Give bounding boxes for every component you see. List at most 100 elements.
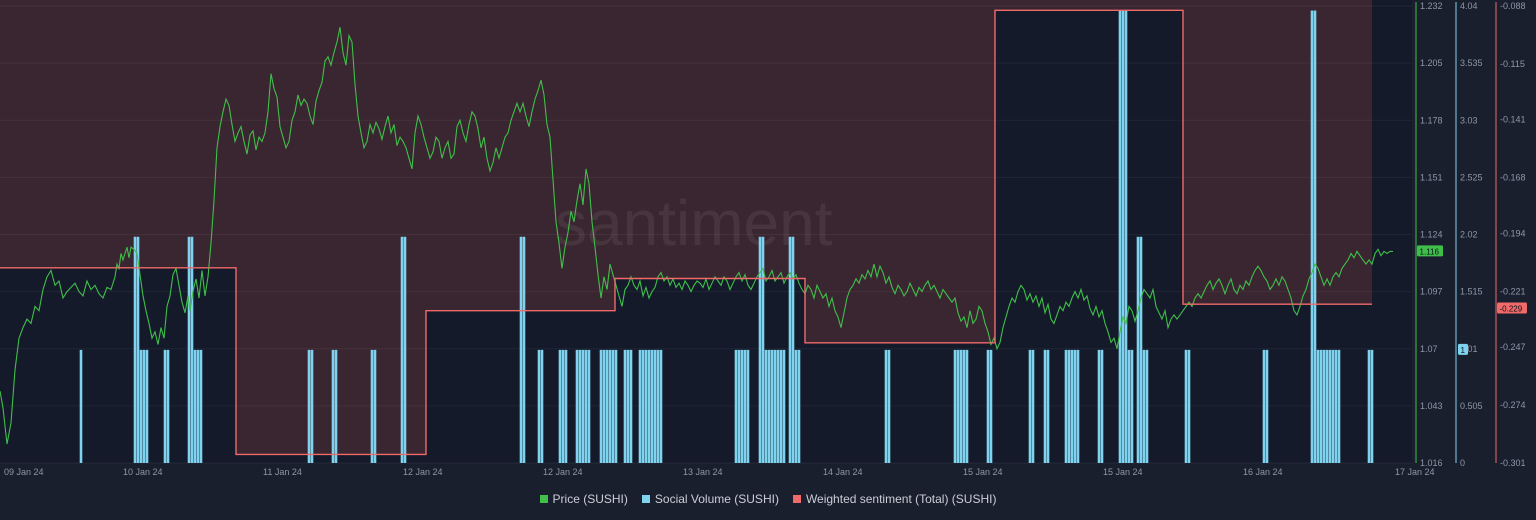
social-volume-bar-13	[307, 349, 311, 463]
legend-item-sentiment[interactable]: Weighted sentiment (Total) (SUSHI)	[792, 492, 996, 506]
social-volume-bar-18	[373, 349, 377, 463]
social-volume-bar-57	[764, 349, 768, 463]
sentiment-tick-label: -0.301	[1500, 458, 1526, 468]
social-volume-bar-10	[193, 349, 197, 463]
legend-item-social-volume[interactable]: Social Volume (SUSHI)	[641, 492, 779, 506]
social-volume-bar-69	[887, 349, 891, 463]
social-volume-bar-100	[1265, 349, 1269, 463]
social-volume-bar-90	[1124, 10, 1128, 464]
price-badge	[1417, 245, 1443, 257]
social-volume-bar-6	[163, 349, 167, 463]
x-tick-label: 15 Jan 24	[1103, 467, 1143, 477]
social-volume-bar-102	[1313, 10, 1317, 464]
social-volume-bar-51	[737, 349, 741, 463]
social-volume-bar-109	[1334, 349, 1338, 463]
legend: Price (SUSHI) Social Volume (SUSHI) Weig…	[0, 492, 1536, 506]
social-volume-bar-76	[989, 349, 993, 463]
social-volume-bar-68	[884, 349, 888, 463]
social-volume-bar-66	[794, 349, 798, 463]
social-volume-bar-40	[626, 349, 630, 463]
social-volume-bar-23	[537, 349, 541, 463]
x-tick-label: 12 Jan 24	[543, 467, 583, 477]
social-volume-bar-63	[782, 349, 786, 463]
social-volume-badge	[1458, 343, 1468, 355]
price-tick-label: 1.205	[1420, 58, 1443, 68]
x-tick-label: 10 Jan 24	[123, 467, 163, 477]
social-volume-bar-55	[758, 236, 762, 463]
social-volume-tick-label: 4.04	[1460, 1, 1478, 11]
social-volume-bars	[79, 10, 1374, 464]
sentiment-zones	[0, 0, 1372, 455]
social-volume-bar-27	[564, 349, 568, 463]
social-volume-bar-104	[1319, 349, 1323, 463]
legend-item-price[interactable]: Price (SUSHI)	[539, 492, 628, 506]
social-volume-bar-9	[190, 236, 194, 463]
social-volume-bar-101	[1310, 10, 1314, 464]
sentiment-tick-label: -0.221	[1500, 286, 1526, 296]
social-volume-bar-21	[519, 236, 523, 463]
current-value-badges: 1.116 1 -0.229	[1417, 245, 1527, 355]
sentiment-tick-label: -0.115	[1500, 59, 1525, 69]
social-volume-bar-14	[310, 349, 314, 463]
sentiment-zone-3	[615, 0, 805, 279]
social-volume-tick-label: 2.525	[1460, 172, 1483, 182]
social-volume-bar-36	[608, 349, 612, 463]
social-volume-bar-93	[1136, 236, 1140, 463]
social-volume-bar-79	[1043, 349, 1047, 463]
sentiment-tick-label: -0.274	[1500, 400, 1526, 410]
social-volume-bar-44	[644, 349, 648, 463]
social-volume-bar-108	[1331, 349, 1335, 463]
legend-swatch-sentiment	[792, 495, 801, 503]
x-tick-label: 09 Jan 24	[4, 467, 44, 477]
sentiment-badge-text: -0.229	[1500, 305, 1523, 314]
social-volume-bar-92	[1130, 349, 1134, 463]
social-volume-bar-42	[638, 349, 642, 463]
social-volume-bar-47	[653, 349, 657, 463]
social-volume-bar-35	[605, 349, 609, 463]
social-volume-bar-110	[1337, 349, 1341, 463]
sentiment-tick-label: -0.141	[1500, 115, 1526, 125]
social-volume-bar-61	[776, 349, 780, 463]
social-volume-bar-7	[166, 349, 170, 463]
social-volume-bar-77	[1028, 349, 1032, 463]
social-volume-bar-1	[133, 236, 137, 463]
social-volume-bar-111	[1367, 349, 1371, 463]
social-volume-bar-5	[145, 349, 149, 463]
y-axes: 1.232 1.205 1.178 1.151 1.124 1.097 1.07 1.043 1…	[1415, 1, 1526, 468]
social-volume-bar-98	[1187, 349, 1191, 463]
legend-label-social-volume: Social Volume (SUSHI)	[654, 492, 779, 506]
sentiment-tick-label: -0.088	[1500, 1, 1526, 11]
price-tick-label: 1.124	[1420, 230, 1443, 240]
sentiment-zone-6	[1183, 0, 1372, 305]
social-volume-bar-82	[1067, 349, 1071, 463]
social-volume-bar-85	[1076, 349, 1080, 463]
social-volume-bar-81	[1064, 349, 1068, 463]
social-volume-bar-56	[761, 236, 765, 463]
social-volume-bar-26	[561, 349, 565, 463]
social-volume-bar-19	[400, 236, 404, 463]
social-volume-bar-48	[656, 349, 660, 463]
social-volume-bar-16	[334, 349, 338, 463]
social-volume-bar-39	[623, 349, 627, 463]
social-volume-bar-43	[641, 349, 645, 463]
social-volume-bar-41	[629, 349, 633, 463]
social-volume-tick-label: 3.03	[1460, 115, 1478, 125]
social-volume-bar-67	[797, 349, 801, 463]
price-badge-text: 1.116	[1420, 247, 1440, 256]
sentiment-tick-label: -0.194	[1500, 228, 1526, 238]
social-volume-tick-label: 0.505	[1460, 401, 1483, 411]
social-volume-bar-96	[1145, 349, 1149, 463]
x-tick-label: 12 Jan 24	[403, 467, 443, 477]
social-volume-bar-87	[1100, 349, 1104, 463]
social-volume-bar-103	[1316, 349, 1320, 463]
social-volume-tick-label: 1.01	[1460, 344, 1478, 354]
social-volume-bar-80	[1046, 349, 1050, 463]
social-volume-bar-94	[1139, 236, 1143, 463]
price-tick-label: 1.043	[1420, 401, 1443, 411]
social-volume-bar-70	[953, 349, 957, 463]
social-volume-bar-99	[1262, 349, 1266, 463]
social-volume-bar-15	[331, 349, 335, 463]
sentiment-tick-label: -0.247	[1500, 342, 1526, 352]
social-volume-bar-0	[79, 349, 83, 463]
social-volume-bar-88	[1118, 10, 1122, 464]
